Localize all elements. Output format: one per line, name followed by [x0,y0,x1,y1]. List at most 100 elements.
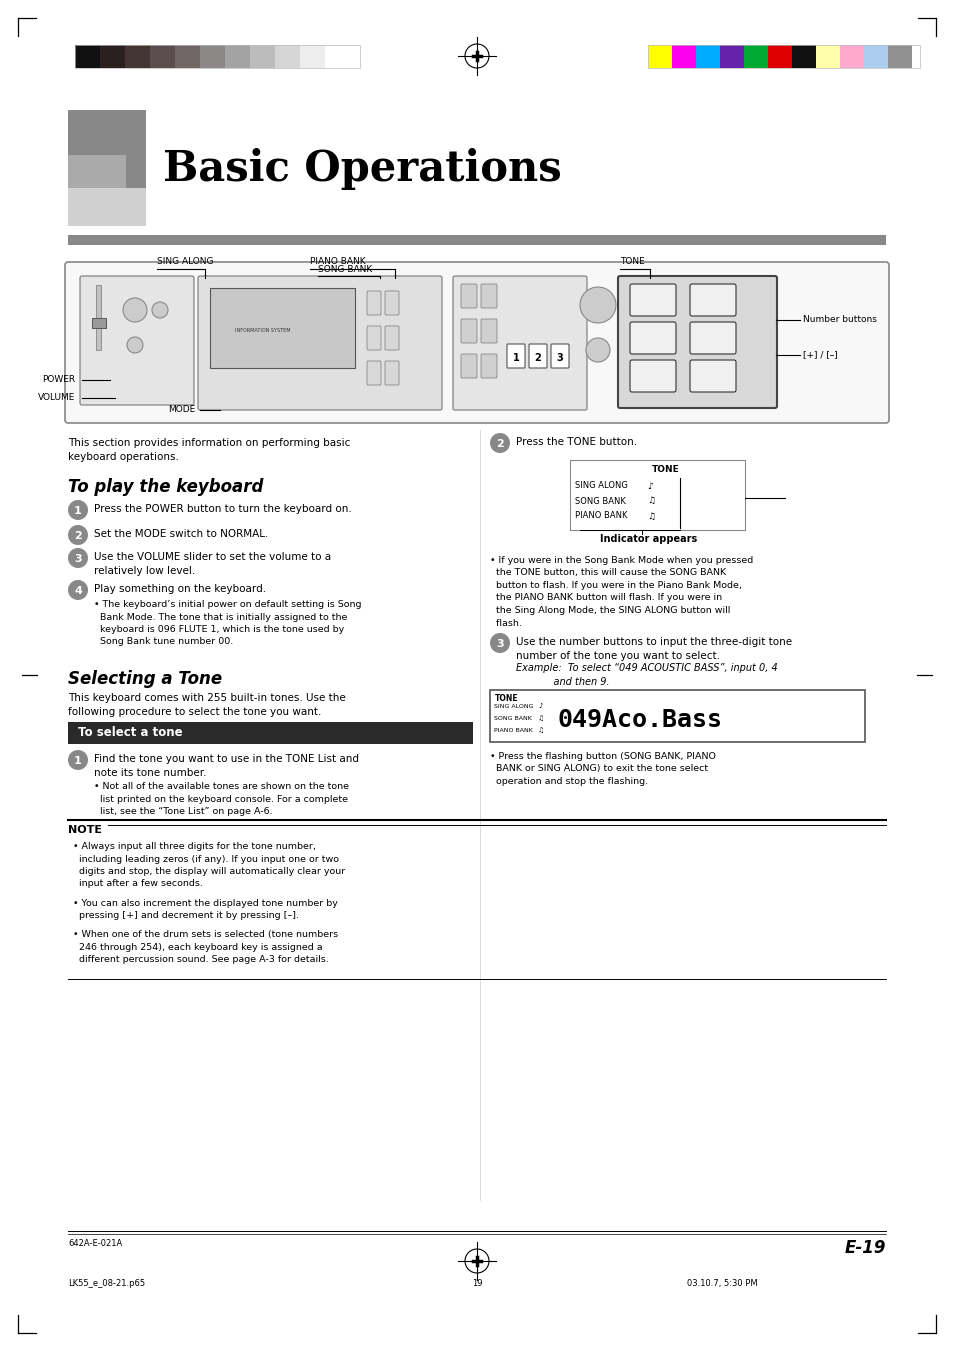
Bar [490,690,864,742]
FancyBboxPatch shape [629,359,676,392]
Text: PIANO BANK: PIANO BANK [310,257,365,266]
Text: 049Aco.Bass: 049Aco.Bass [558,708,722,732]
Text: ♫: ♫ [537,727,543,734]
Text: SONG BANK: SONG BANK [317,265,372,274]
Text: LK55_e_08-21.p65: LK55_e_08-21.p65 [68,1279,145,1288]
Text: ♫: ♫ [646,512,655,520]
Circle shape [68,500,88,520]
Text: E-19: E-19 [843,1239,885,1256]
Circle shape [68,549,88,567]
Text: 4: 4 [74,586,82,596]
Text: 1: 1 [512,353,518,363]
Text: 1: 1 [74,757,82,766]
FancyBboxPatch shape [460,284,476,308]
FancyBboxPatch shape [460,319,476,343]
Bar [863,45,887,68]
Bar [150,45,174,68]
FancyBboxPatch shape [529,345,546,367]
Bar [815,45,840,68]
Bar [887,45,911,68]
Text: Basic Operations: Basic Operations [163,149,561,190]
Text: VOLUME: VOLUME [37,393,75,403]
Bar [100,45,125,68]
Text: • When one of the drum sets is selected (tone numbers
  246 through 254), each k: • When one of the drum sets is selected … [73,929,337,965]
Text: ♪: ♪ [537,703,542,709]
Text: Use the VOLUME slider to set the volume to a
relatively low level.: Use the VOLUME slider to set the volume … [94,553,331,576]
Text: 3: 3 [74,554,82,563]
Bar [68,235,885,245]
Text: 2: 2 [74,531,82,540]
Circle shape [68,580,88,600]
Text: Find the tone you want to use in the TONE List and
note its tone number.: Find the tone you want to use in the TON… [94,754,358,778]
Bar [174,45,200,68]
FancyBboxPatch shape [689,359,735,392]
Text: SONG BANK: SONG BANK [494,716,532,720]
Text: SONG BANK: SONG BANK [575,497,625,505]
Circle shape [490,634,510,653]
FancyBboxPatch shape [367,326,380,350]
FancyBboxPatch shape [80,276,193,405]
Bar [68,109,146,188]
FancyBboxPatch shape [689,284,735,316]
Text: 2: 2 [496,439,503,449]
Bar [299,45,325,68]
Text: Number buttons: Number buttons [802,316,876,324]
Text: SING ALONG: SING ALONG [157,257,213,266]
FancyBboxPatch shape [460,354,476,378]
FancyBboxPatch shape [367,361,380,385]
Text: • Always input all three digits for the tone number,
  including leading zeros (: • Always input all three digits for the … [73,842,345,889]
Bar [125,45,150,68]
Bar [210,288,355,367]
Text: • The keyboard’s initial power on default setting is Song
  Bank Mode. The tone : • The keyboard’s initial power on defaul… [94,600,361,647]
Bar [225,45,250,68]
FancyBboxPatch shape [453,276,586,409]
Text: PIANO BANK: PIANO BANK [575,512,627,520]
Text: ♫: ♫ [537,715,543,721]
Text: Use the number buttons to input the three-digit tone
number of the tone you want: Use the number buttons to input the thre… [516,638,791,661]
Text: • You can also increment the displayed tone number by
  pressing [+] and decreme: • You can also increment the displayed t… [73,898,337,920]
Text: • Not all of the available tones are shown on the tone
  list printed on the key: • Not all of the available tones are sho… [94,782,349,816]
Circle shape [127,336,143,353]
FancyBboxPatch shape [618,276,776,408]
Bar [791,45,815,68]
Text: 19: 19 [471,1279,482,1288]
FancyBboxPatch shape [480,354,497,378]
FancyBboxPatch shape [506,345,524,367]
FancyBboxPatch shape [385,326,398,350]
Text: TONE: TONE [495,694,518,703]
Circle shape [152,303,168,317]
Circle shape [68,526,88,544]
Text: ♫: ♫ [646,497,655,505]
Bar [720,45,743,68]
Text: To select a tone: To select a tone [78,727,182,739]
Text: This keyboard comes with 255 built-in tones. Use the
following procedure to sele: This keyboard comes with 255 built-in to… [68,693,345,717]
Bar [743,45,767,68]
Text: PIANO BANK: PIANO BANK [494,727,533,732]
Text: TONE: TONE [619,257,644,266]
Text: • Press the flashing button (SONG BANK, PIANO
  BANK or SING ALONG) to exit the : • Press the flashing button (SONG BANK, … [490,753,715,786]
Bar [91,317,106,328]
Bar [647,45,671,68]
Bar [200,45,225,68]
Bar [696,45,720,68]
Bar [767,45,791,68]
Circle shape [490,434,510,453]
Text: SING ALONG: SING ALONG [575,481,627,490]
Text: Set the MODE switch to NORMAL.: Set the MODE switch to NORMAL. [94,530,268,539]
Text: SING ALONG: SING ALONG [494,704,533,708]
Circle shape [68,750,88,770]
Text: 1: 1 [74,507,82,516]
Text: NOTE: NOTE [68,825,102,835]
Bar [68,188,146,226]
Bar [96,285,101,350]
Circle shape [585,338,609,362]
Bar [569,459,744,530]
FancyBboxPatch shape [689,322,735,354]
FancyBboxPatch shape [65,262,888,423]
FancyBboxPatch shape [551,345,568,367]
Text: 3: 3 [556,353,563,363]
Bar [68,721,473,744]
Text: Indicator appears: Indicator appears [599,534,697,544]
FancyBboxPatch shape [385,361,398,385]
Text: 2: 2 [534,353,540,363]
